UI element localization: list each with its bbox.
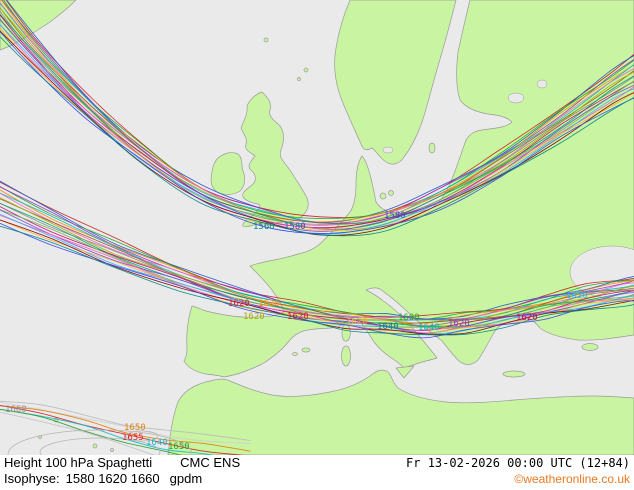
island-corsica — [341, 321, 351, 342]
island-sicily — [395, 365, 415, 379]
isohypse-1580-member — [0, 23, 634, 231]
spaghetti-layer — [0, 0, 634, 479]
island-sardinia — [341, 345, 351, 367]
contour-label: 1620 — [448, 319, 470, 329]
isohypse-1660-member — [0, 404, 251, 457]
contour-label: 1660 — [5, 405, 27, 415]
island-zealand — [379, 192, 387, 200]
contour-label: 1640 — [418, 323, 440, 333]
isohypse-1620-member — [0, 197, 634, 327]
contour-label: 1620 — [516, 313, 538, 323]
isohypse-1580-member — [0, 36, 634, 237]
isohypse-1580-member — [0, 10, 634, 225]
isohypse-1660-member — [0, 405, 251, 452]
map-title: Height 100 hPa Spaghetti — [4, 455, 153, 470]
isohypse-1620-member — [0, 225, 634, 336]
isohypse-1620-member — [0, 192, 634, 327]
isohypse-1580-member — [0, 18, 634, 232]
isohypse-1580-member — [3, 0, 634, 220]
contour-label: 1620 — [228, 299, 250, 309]
land-north-africa — [167, 369, 634, 456]
isohypse-1620-member — [0, 181, 634, 318]
land-ireland — [210, 152, 246, 195]
contour-label: 1620 — [287, 312, 309, 322]
contour-label: 1600 — [398, 313, 420, 323]
isohypse-1620-member — [0, 180, 634, 320]
contour-label: 1620 — [243, 312, 265, 322]
isohypse-1620-member — [0, 219, 634, 335]
isohypse-1620-member — [0, 186, 634, 320]
footer-line-1: Height 100 hPa Spaghetti CMC ENS Fr 13-0… — [0, 455, 634, 471]
island-cyprus — [581, 343, 599, 351]
isohypse-1580-member — [5, 0, 634, 218]
footer: Height 100 hPa Spaghetti CMC ENS Fr 13-0… — [0, 455, 634, 490]
copyright-link[interactable]: ©weatheronline.co.uk — [514, 472, 630, 486]
isohypse-unit: gpdm — [169, 471, 203, 486]
contour-label: 1640 — [146, 438, 168, 448]
island-gotland — [428, 142, 436, 154]
gray-closed-contour — [125, 430, 159, 442]
contour-label: 1620 — [258, 299, 280, 309]
contour-label: 1650 — [168, 442, 190, 452]
contour-label: 1640 — [377, 322, 399, 332]
model-name: CMC ENS — [180, 455, 241, 470]
island-faroe — [263, 37, 269, 43]
contour-label: 1560 — [253, 222, 275, 232]
isohypse-1580-member — [0, 7, 634, 225]
island-canary-2 — [92, 443, 98, 449]
map-area: 1560 1580 1580 1620 1620 1620 1620 1620 1640 1600… — [0, 0, 634, 479]
contour-label: 1655 — [122, 433, 144, 443]
land-great-britain — [240, 91, 309, 228]
island-ibiza — [292, 352, 298, 356]
island-orkney — [297, 77, 301, 81]
isohypse-1620-member — [0, 209, 634, 334]
island-canary-3 — [110, 448, 114, 452]
lake-vanern — [382, 146, 394, 154]
contour-label: 1580 — [384, 211, 406, 221]
lake-onega — [536, 79, 548, 89]
contour-label: 1580 — [284, 222, 306, 232]
lake-ladoga — [507, 92, 525, 104]
island-mallorca — [301, 347, 311, 353]
isohypse-label: Isophyse: — [4, 471, 60, 486]
isohypse-1580-member — [0, 31, 634, 234]
isohypse-values: 1580 1620 1660 — [65, 471, 160, 486]
isohypse-1620-member — [0, 213, 634, 335]
isohypse-1620-member — [0, 198, 634, 325]
valid-datetime: Fr 13-02-2026 00:00 UTC (12+84) — [406, 456, 630, 470]
island-funen — [388, 190, 394, 196]
contour-label: 1650 — [124, 423, 146, 433]
island-crete — [502, 370, 526, 378]
isohypse-1620-member — [0, 203, 634, 328]
isohypse-1620-member — [0, 214, 634, 332]
isohypse-1580-member — [0, 1, 634, 226]
isohypse-1660-member — [0, 401, 251, 444]
land-scandinavia — [334, 0, 457, 165]
contour-label: 1620 — [346, 317, 368, 327]
isohypse-1660-member — [0, 400, 251, 441]
contour-label: 1620 — [566, 291, 588, 301]
island-shetland — [303, 67, 309, 73]
footer-line-2: Isophyse: 1580 1620 1660 gpdm ©weatheron… — [0, 471, 634, 487]
